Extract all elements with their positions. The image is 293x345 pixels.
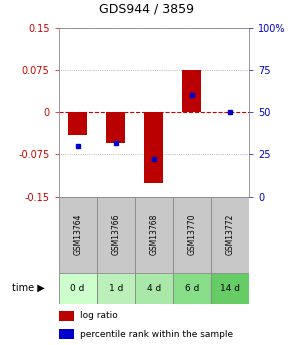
Bar: [144, 112, 163, 183]
Text: time ▶: time ▶: [12, 283, 45, 293]
Bar: [135, 197, 173, 273]
Text: GSM13772: GSM13772: [226, 214, 234, 255]
Text: log ratio: log ratio: [79, 312, 117, 321]
Bar: [106, 112, 125, 143]
Bar: [59, 273, 97, 304]
Bar: [211, 273, 249, 304]
Bar: [173, 273, 211, 304]
Bar: [68, 112, 87, 135]
Text: percentile rank within the sample: percentile rank within the sample: [79, 330, 233, 339]
Text: 14 d: 14 d: [220, 284, 240, 293]
Bar: [135, 273, 173, 304]
Bar: [59, 329, 74, 339]
Bar: [59, 197, 97, 273]
Bar: [59, 310, 74, 321]
Text: GSM13770: GSM13770: [188, 214, 196, 255]
Bar: [173, 197, 211, 273]
Bar: [182, 70, 201, 112]
Text: GSM13764: GSM13764: [73, 214, 82, 255]
Text: GSM13766: GSM13766: [111, 214, 120, 255]
Text: GDS944 / 3859: GDS944 / 3859: [99, 2, 194, 16]
Text: 0 d: 0 d: [70, 284, 85, 293]
Text: 1 d: 1 d: [108, 284, 123, 293]
Bar: [97, 273, 135, 304]
Text: 6 d: 6 d: [185, 284, 199, 293]
Bar: [97, 197, 135, 273]
Text: 4 d: 4 d: [147, 284, 161, 293]
Bar: [211, 197, 249, 273]
Text: GSM13768: GSM13768: [149, 214, 158, 255]
